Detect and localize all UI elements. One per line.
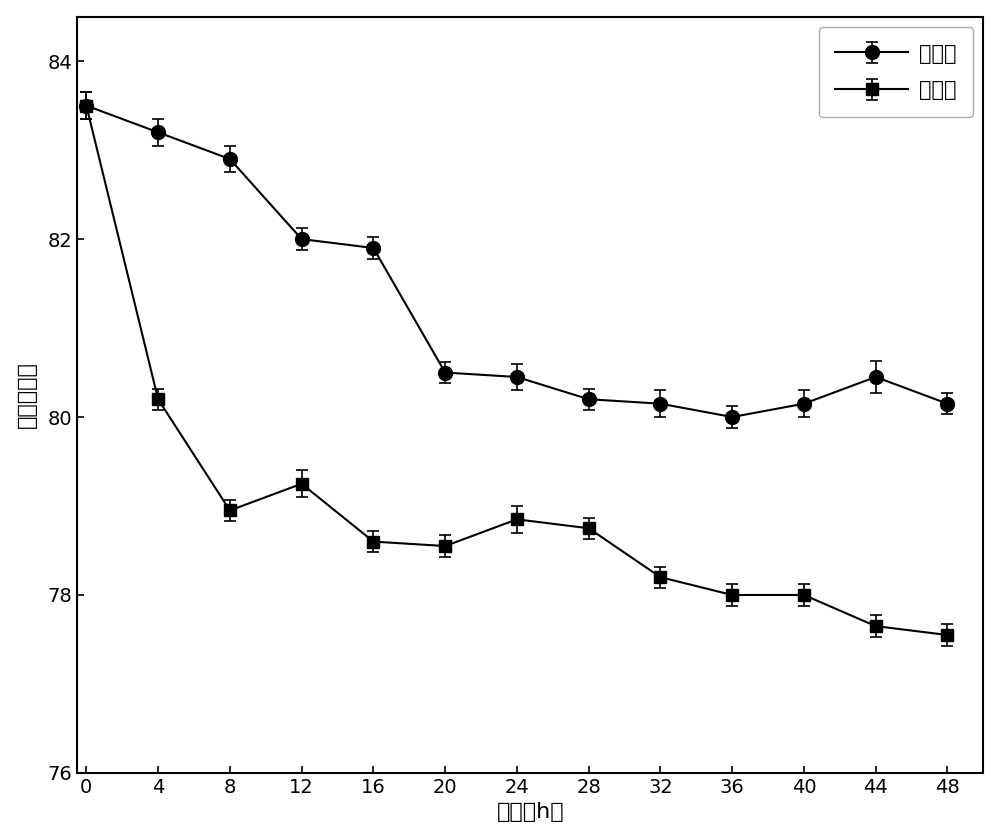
X-axis label: 时间（h）: 时间（h） [497,802,564,822]
Y-axis label: 滤饵含水率: 滤饵含水率 [17,362,37,428]
Legend: 对照组, 实验组: 对照组, 实验组 [819,27,973,117]
